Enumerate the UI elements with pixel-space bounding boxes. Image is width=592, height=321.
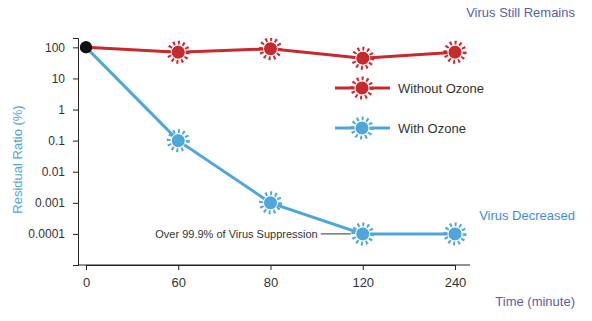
virus-spikes [353,49,372,68]
y-tick: 10 [52,72,78,86]
x-tick: 120 [352,265,374,290]
legend-item: With Ozone [335,119,466,138]
x-axis: 0 60 80 120 240 [83,265,466,290]
x-tick: 60 [172,265,186,290]
y-tick-mark [73,172,78,173]
point [264,196,278,210]
x-tick: 240 [445,265,467,290]
x-tick-mark [363,265,364,270]
x-axis-domain [87,266,456,271]
chart: 100 10 1 0.1 0.01 0.001 0.0001 0 60 80 120 240 Resid… [0,0,592,321]
legend-label: Without Ozone [398,81,484,96]
series [86,47,455,234]
x-axis-title: Time (minute) [495,294,575,309]
y-tick-mark [73,47,78,48]
virus-spikes [261,193,280,212]
x-tick-mark [271,265,272,270]
x-tick-mark [86,265,87,270]
point [356,227,370,241]
x-tick: 0 [83,265,90,290]
legend: Without Ozone With Ozone [335,79,484,138]
virus-spikes [446,43,465,62]
plot-area [80,39,465,243]
x-tick: 80 [264,265,278,290]
legend-virus-spikes [353,79,372,98]
point [356,51,370,65]
y-tick: 0.001 [35,196,78,210]
x-tick-label: 0 [83,275,90,290]
annotation: Virus Still Remains [466,5,575,20]
y-tick-mark [73,234,78,235]
point [264,42,278,56]
legend-marker [355,81,369,95]
y-tick-mark [73,141,78,142]
x-tick-mark [178,265,179,270]
series-markers [80,41,465,243]
y-tick: 0.1 [48,134,78,148]
annotation: Virus Decreased [479,208,575,223]
x-tick-label: 60 [172,275,186,290]
y-tick-label: 1 [58,103,65,117]
point [80,41,92,53]
y-tick-label: 0.001 [35,196,65,210]
point [448,45,462,59]
virus-spikes [169,43,188,62]
y-tick-mark [73,110,78,111]
legend-marker [355,121,369,135]
y-tick-label: 0.0001 [28,227,65,241]
point [171,134,185,148]
y-tick-mark [73,203,78,204]
virus-spikes [261,39,280,58]
annotations: Virus Still Remains Virus Decreased Over 9… [155,5,575,240]
y-tick-label: 0.1 [48,134,65,148]
y-axis: 100 10 1 0.1 0.01 0.001 0.0001 [28,39,78,266]
annotation-leader [321,233,351,234]
y-axis-line [73,39,79,266]
x-tick-label: 80 [264,275,278,290]
legend-item: Without Ozone [335,79,484,98]
y-axis-title: Residual Ratio (%) [10,105,25,213]
x-tick-mark [455,265,456,270]
y-tick: 0.0001 [28,227,78,241]
y-tick: 100 [45,41,78,55]
y-tick-mark [73,78,78,79]
legend-virus-spikes [353,119,372,138]
x-tick-label: 240 [445,275,467,290]
point [171,45,185,59]
point [448,227,462,241]
virus-spikes [169,131,188,150]
point [80,41,92,53]
y-tick: 1 [58,103,78,117]
y-tick: 0.01 [42,165,78,179]
y-tick-label: 0.01 [42,165,66,179]
virus-spikes [446,224,465,243]
x-tick-label: 120 [352,275,374,290]
series-line [86,47,455,234]
virus-spikes [353,224,372,243]
y-tick-label: 100 [45,41,65,55]
series-markers [80,39,465,67]
legend-label: With Ozone [398,121,466,136]
y-tick-label: 10 [52,72,66,86]
annotation: Over 99.9% of Virus Suppression [155,228,317,240]
x-axis-line [78,265,470,266]
